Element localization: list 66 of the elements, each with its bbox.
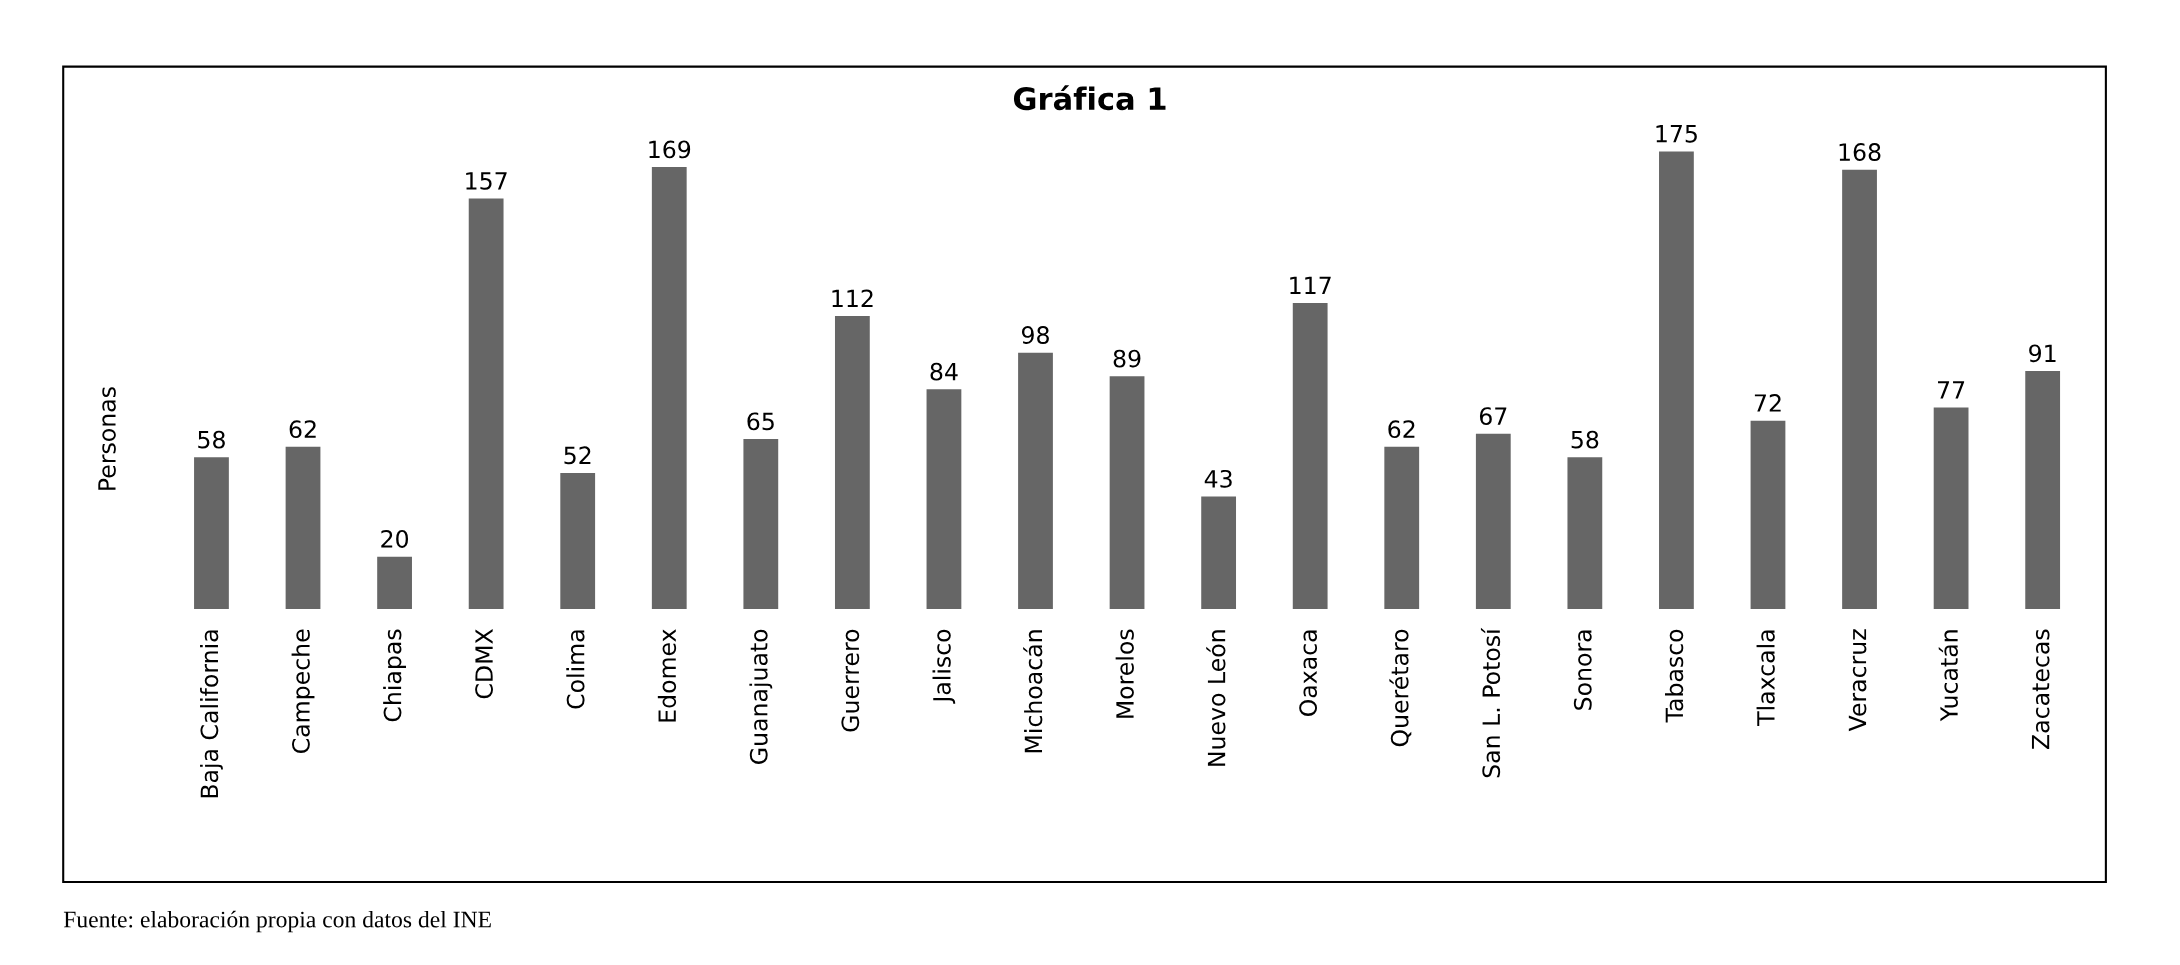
x-tick-label: CDMX bbox=[475, 629, 493, 699]
data-label: 43 bbox=[1204, 469, 1232, 488]
bar bbox=[834, 316, 870, 609]
bar bbox=[1750, 420, 1786, 609]
data-label: 117 bbox=[1290, 276, 1331, 294]
x-tick-label: Tabasco bbox=[1664, 629, 1684, 723]
x-tick-label: Campeche bbox=[291, 629, 315, 753]
x-tick-label: Edomex bbox=[657, 629, 677, 722]
bar bbox=[1567, 457, 1603, 609]
x-tick-label: Guanajuato bbox=[749, 629, 773, 764]
x-tick-label: Veracruz bbox=[1848, 629, 1867, 732]
data-label: 77 bbox=[1938, 381, 1965, 399]
bar bbox=[1475, 433, 1511, 609]
bar bbox=[468, 198, 504, 609]
x-tick-label: Chiapas bbox=[383, 629, 407, 722]
data-label: 62 bbox=[289, 420, 316, 439]
x-tick-label: Morelos bbox=[1115, 629, 1134, 718]
x-tick-label: Michoacán bbox=[1023, 630, 1043, 753]
x-tick-label: Yucatán bbox=[1938, 630, 1958, 722]
data-label: 98 bbox=[1021, 326, 1049, 344]
bar bbox=[1018, 352, 1053, 609]
x-tick-label: Oaxaca bbox=[1299, 630, 1318, 716]
bar bbox=[651, 167, 687, 609]
x-tick-label: Jalisco bbox=[932, 629, 956, 704]
bar bbox=[1842, 169, 1877, 609]
x-tick-label: Guerrero bbox=[841, 629, 860, 732]
data-label: 91 bbox=[2029, 344, 2056, 363]
x-tick-label: Nuevo León bbox=[1206, 630, 1226, 766]
bar bbox=[1201, 496, 1237, 609]
source-note: Fuente: elaboración propia con datos del INE bbox=[63, 910, 491, 933]
data-label: 72 bbox=[1754, 394, 1781, 412]
data-label: 84 bbox=[930, 362, 958, 381]
data-label: 89 bbox=[1113, 349, 1141, 368]
data-label: 58 bbox=[198, 430, 225, 449]
data-label: 20 bbox=[381, 530, 409, 548]
data-label: 157 bbox=[466, 172, 507, 190]
bar bbox=[1109, 376, 1145, 609]
bar bbox=[194, 457, 229, 609]
data-label: 62 bbox=[1388, 420, 1415, 439]
x-tick-label: Tlaxcala bbox=[1756, 630, 1775, 726]
bar bbox=[377, 556, 412, 609]
bar bbox=[1292, 303, 1328, 609]
data-label: 169 bbox=[649, 140, 691, 159]
x-tick-label: Colima bbox=[566, 630, 585, 709]
bar bbox=[285, 446, 321, 609]
data-label: 168 bbox=[1839, 143, 1881, 161]
bar bbox=[926, 389, 962, 609]
x-tick-label: Querétaro bbox=[1389, 629, 1412, 747]
bar bbox=[1659, 151, 1694, 609]
x-tick-label: Baja California bbox=[200, 630, 223, 798]
data-label: 65 bbox=[747, 412, 774, 431]
x-tick-label: Sonora bbox=[1573, 630, 1592, 710]
data-label: 112 bbox=[832, 289, 873, 308]
data-label: 67 bbox=[1479, 407, 1507, 426]
data-label: 52 bbox=[564, 446, 591, 465]
y-axis-title: Personas bbox=[98, 387, 116, 490]
bar bbox=[1933, 407, 1969, 609]
bar bbox=[743, 438, 779, 609]
x-tick-label: Zacatecas bbox=[2031, 629, 2050, 749]
bar bbox=[1384, 446, 1420, 609]
chart-title: Gráfica 1 bbox=[1013, 85, 1166, 111]
data-label: 58 bbox=[1571, 430, 1599, 449]
data-label: 175 bbox=[1656, 125, 1697, 143]
bar bbox=[560, 472, 596, 609]
bar bbox=[2025, 371, 2061, 609]
x-tick-label: San L. Potosí bbox=[1480, 627, 1501, 778]
